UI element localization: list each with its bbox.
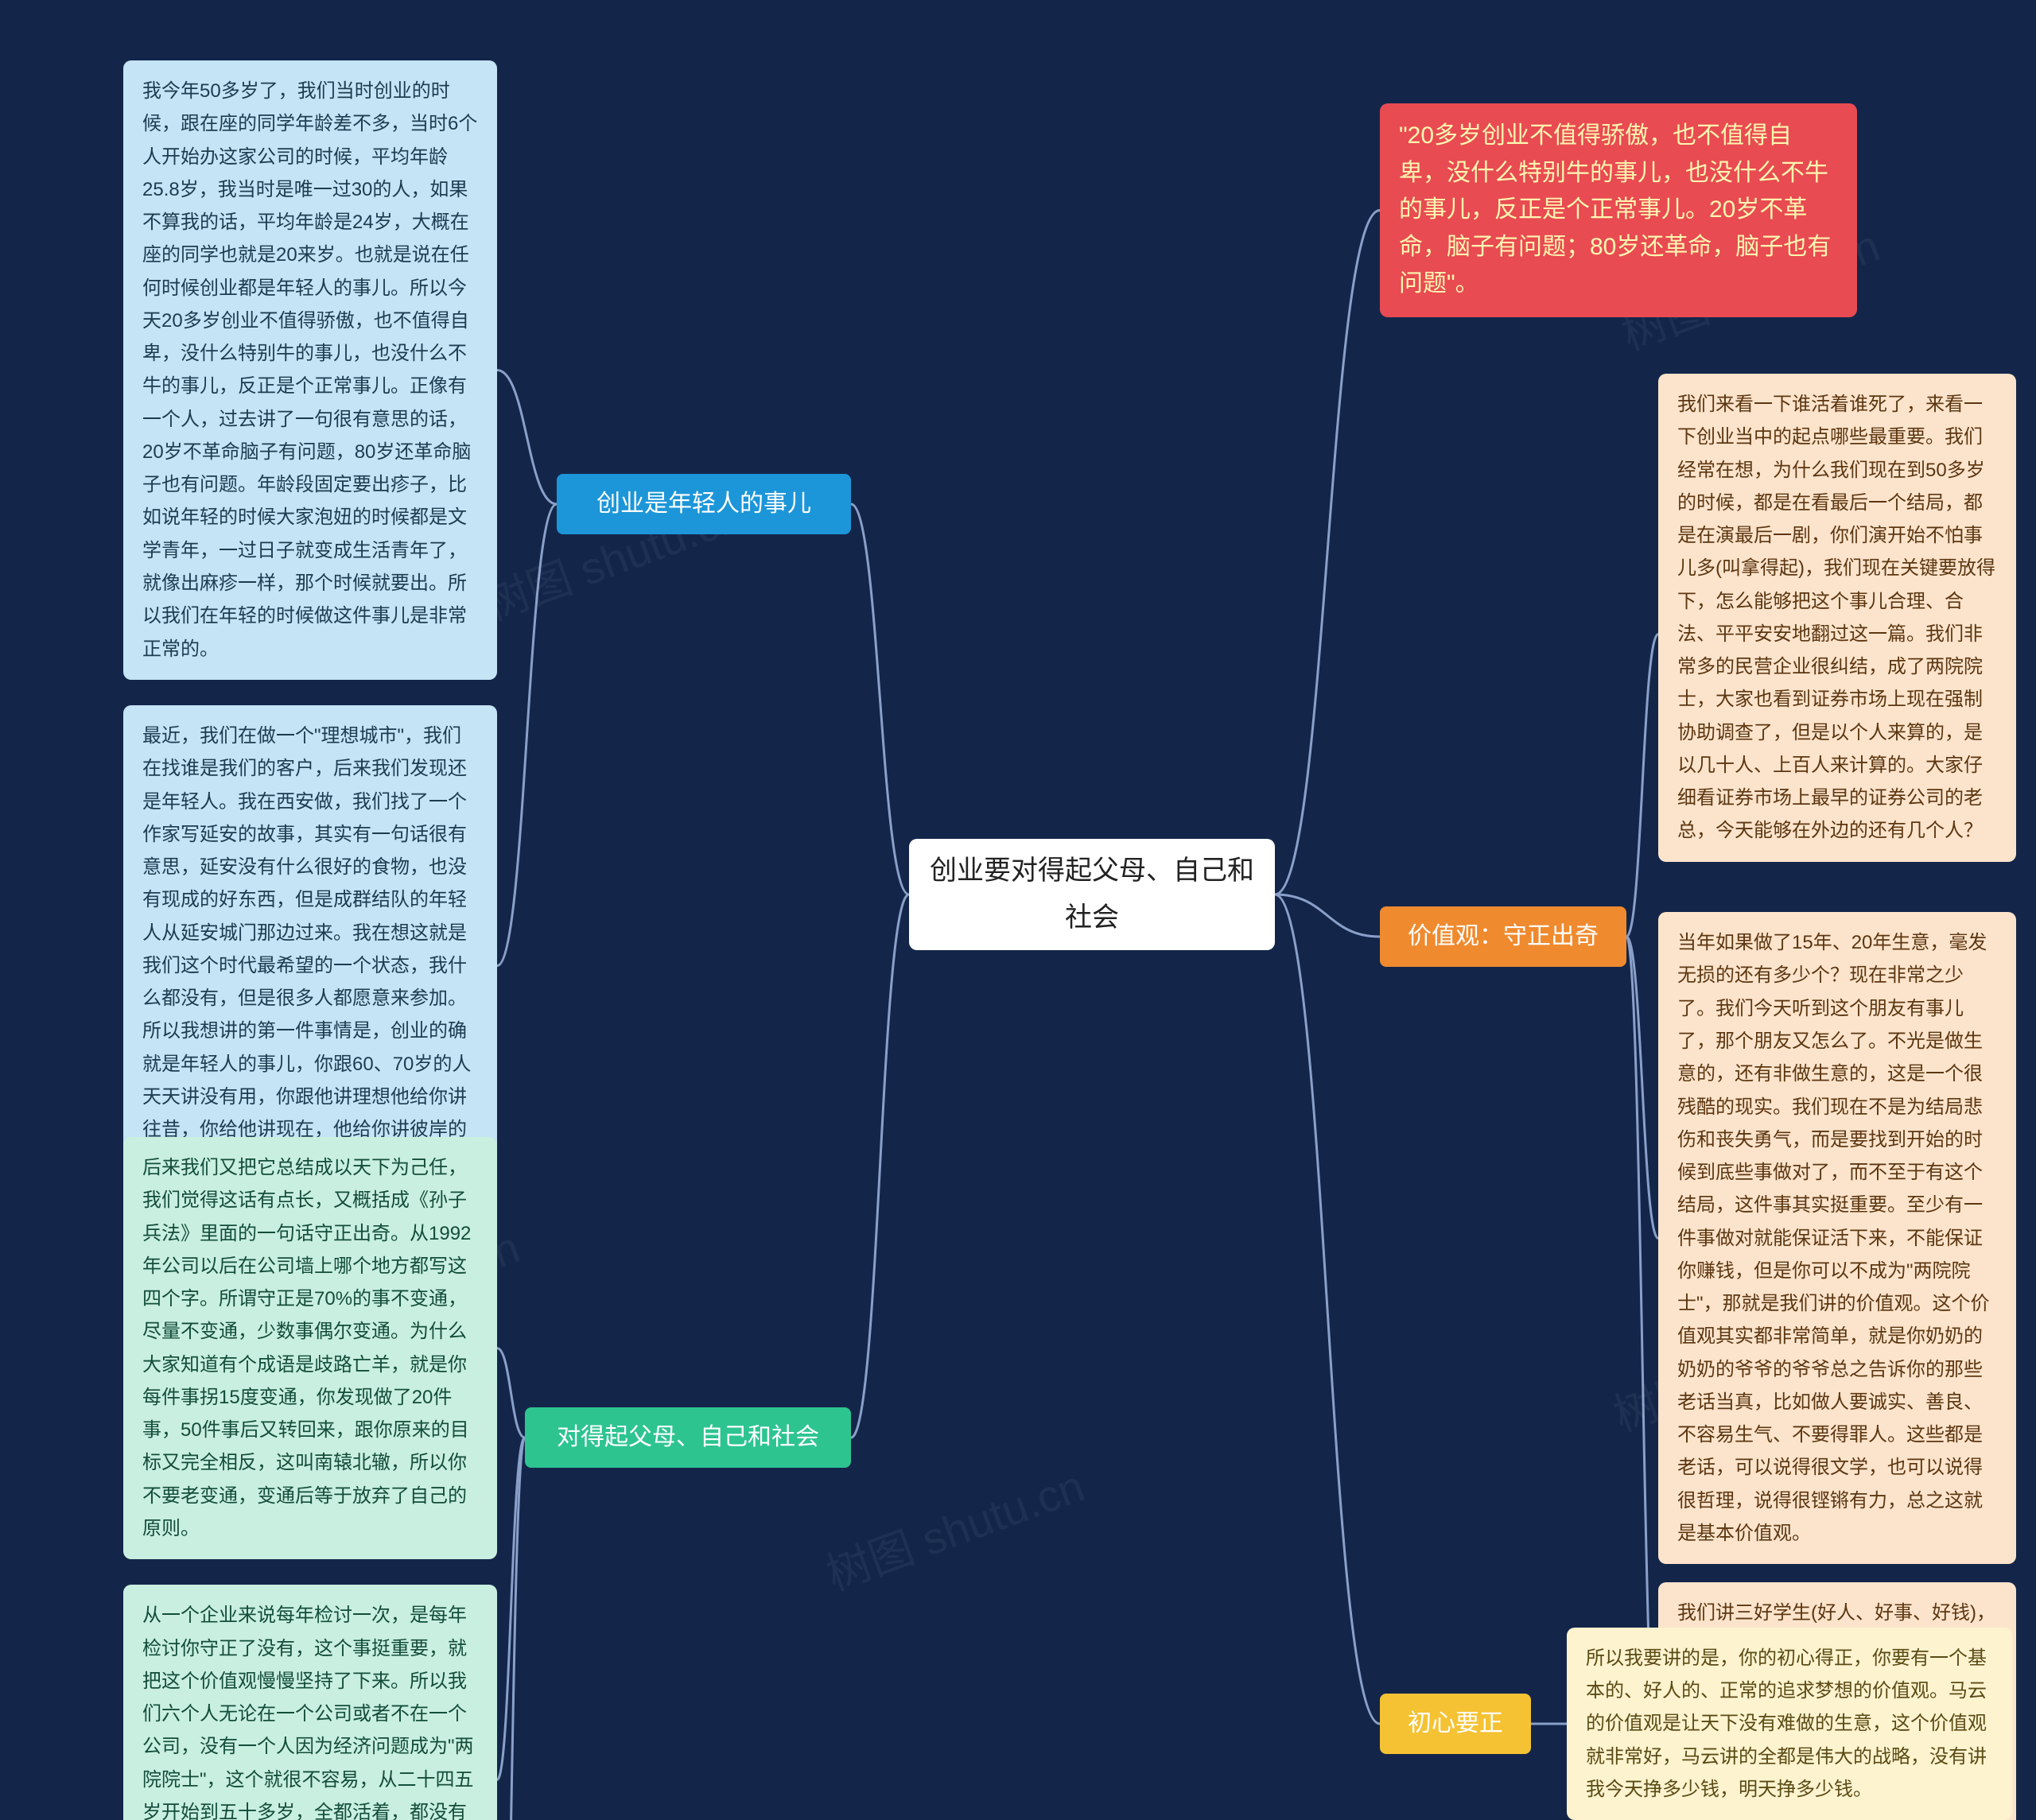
root-node: 创业要对得起父母、自己和社会	[909, 839, 1275, 950]
branch-b1: 创业是年轻人的事儿	[557, 474, 851, 534]
root-text: 创业要对得起父母、自己和社会	[928, 848, 1256, 942]
watermark: 树图 shutu.cn	[816, 1450, 1092, 1603]
leaf-b5l1: 所以我要讲的是，你的初心得正，你要有一个基本的、好人的、正常的追求梦想的价值观。…	[1567, 1628, 2012, 1820]
branch-b5: 初心要正	[1380, 1694, 1531, 1754]
branch-b2: 对得起父母、自己和社会	[525, 1407, 851, 1468]
leaf-b4l1: 我们来看一下谁活着谁死了，来看一下创业当中的起点哪些最重要。我们经常在想，为什么…	[1658, 374, 2016, 862]
leaf-b2l1: 后来我们又把它总结成以天下为己任，我们觉得这话有点长，又概括成《孙子兵法》里面的…	[123, 1137, 497, 1559]
leaf-b2l2: 从一个企业来说每年检讨一次，是每年检讨你守正了没有，这个事挺重要，就把这个价值观…	[123, 1585, 497, 1820]
branch-b3: "20多岁创业不值得骄傲，也不值得自卑，没什么特别牛的事儿，也没什么不牛的事儿，…	[1380, 103, 1857, 317]
leaf-b4l2: 当年如果做了15年、20年生意，毫发无损的还有多少个？现在非常之少了。我们今天听…	[1658, 912, 2016, 1564]
leaf-b1l1: 我今年50多岁了，我们当时创业的时候，跟在座的同学年龄差不多，当时6个人开始办这…	[123, 60, 497, 680]
branch-b4: 价值观：守正出奇	[1380, 906, 1626, 967]
